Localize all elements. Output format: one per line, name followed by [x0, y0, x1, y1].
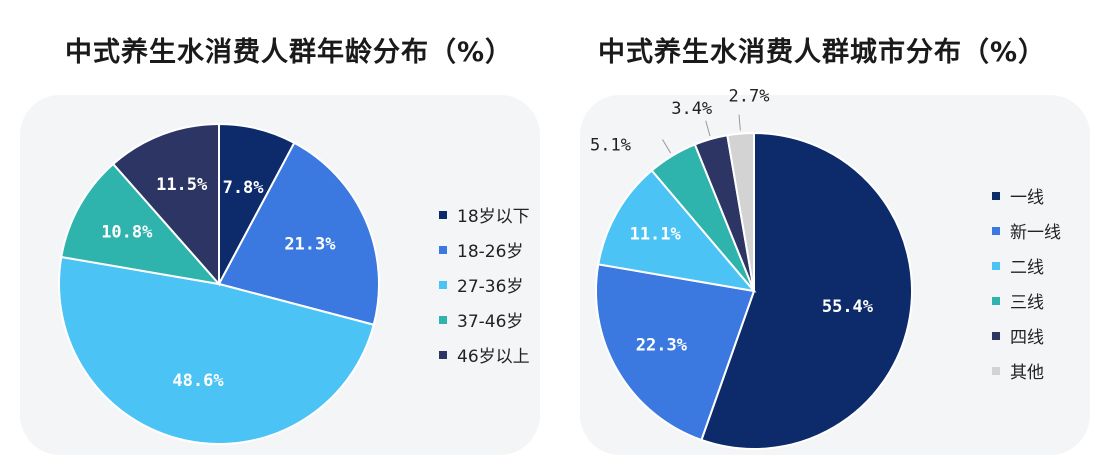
legend-swatch — [992, 191, 1000, 200]
legend-item: 46岁以上 — [439, 337, 530, 372]
slice-value-label: 11.5% — [156, 175, 208, 195]
legend-item: 37-46岁 — [439, 302, 530, 337]
legend-swatch — [439, 315, 447, 324]
legend-label: 四线 — [1010, 328, 1044, 348]
legend-label: 新一线 — [1010, 223, 1061, 243]
slice-value-label: 22.3% — [636, 335, 688, 355]
legend-item: 18岁以下 — [439, 197, 530, 232]
legend-item: 其他 — [992, 353, 1061, 388]
legend-label: 46岁以上 — [457, 347, 530, 367]
pie-slice — [58, 255, 375, 445]
legend-item: 27-36岁 — [439, 267, 530, 302]
slice-value-label: 11.1% — [630, 225, 682, 245]
legend-label: 一线 — [1010, 188, 1044, 208]
legend-label: 三线 — [1010, 293, 1044, 313]
legend-swatch — [439, 350, 447, 359]
age-distribution-panel: 中式养生水消费人群年龄分布（%） 7.8% 21.3% 48.6% 10.8% 11.5… — [20, 37, 540, 455]
legend-label: 18岁以下 — [457, 207, 530, 227]
slice-value-label: 5.1% — [590, 136, 631, 156]
legend-item: 新一线 — [992, 213, 1061, 248]
pie-slice — [726, 131, 755, 292]
age-legend: 18岁以下 18-26岁 27-36岁 37-46岁 46岁以上 — [439, 197, 530, 372]
city-legend: 一线新一线二线三线四线其他 — [992, 178, 1061, 388]
city-distribution-panel: 中式养生水消费人群城市分布（%） 55.4% 22.3% 11.1% 5.1% 3.4%… — [560, 0, 1103, 461]
slice-value-label: 2.7% — [729, 87, 770, 107]
legend-swatch — [992, 331, 1000, 340]
legend-label: 37-46岁 — [457, 312, 524, 332]
age-pie-chart: 7.8% 21.3% 48.6% 10.8% 11.5% — [58, 122, 380, 445]
slice-value-label: 3.4% — [671, 99, 712, 119]
leader-line — [662, 139, 672, 154]
legend-swatch — [992, 296, 1000, 305]
pie-slice — [217, 141, 380, 326]
legend-label: 27-36岁 — [457, 277, 524, 297]
legend-swatch — [439, 280, 447, 289]
legend-label: 其他 — [1010, 363, 1044, 383]
legend-item: 二线 — [992, 248, 1061, 283]
leader-line — [738, 114, 741, 131]
pie-slice — [111, 122, 220, 287]
city-pie-chart: 55.4% 22.3% 11.1% 5.1% 3.4% 2.7% — [590, 87, 913, 450]
legend-item: 18-26岁 — [439, 232, 530, 267]
legend-label: 18-26岁 — [457, 242, 524, 262]
slice-value-label: 48.6% — [172, 371, 224, 391]
legend-item: 四线 — [992, 318, 1061, 353]
slice-value-label: 7.8% — [223, 178, 265, 198]
legend-swatch — [439, 245, 447, 254]
leader-line — [705, 120, 711, 137]
slice-value-label: 55.4% — [822, 297, 874, 317]
legend-swatch — [992, 226, 1000, 235]
pie-slice — [60, 162, 222, 286]
slice-value-label: 21.3% — [284, 234, 336, 254]
legend-item: 一线 — [992, 178, 1061, 213]
pie-slice — [595, 263, 756, 442]
chart-title-age: 中式养生水消费人群年龄分布（%） — [65, 37, 514, 68]
legend-swatch — [992, 261, 1000, 270]
chart-title-city: 中式养生水消费人群城市分布（%） — [598, 37, 1047, 68]
slice-value-label: 10.8% — [101, 223, 153, 243]
legend-item: 三线 — [992, 283, 1061, 318]
legend-label: 二线 — [1010, 258, 1044, 278]
legend-swatch — [992, 366, 1000, 375]
pie-slice — [597, 169, 757, 293]
legend-swatch — [439, 210, 447, 219]
